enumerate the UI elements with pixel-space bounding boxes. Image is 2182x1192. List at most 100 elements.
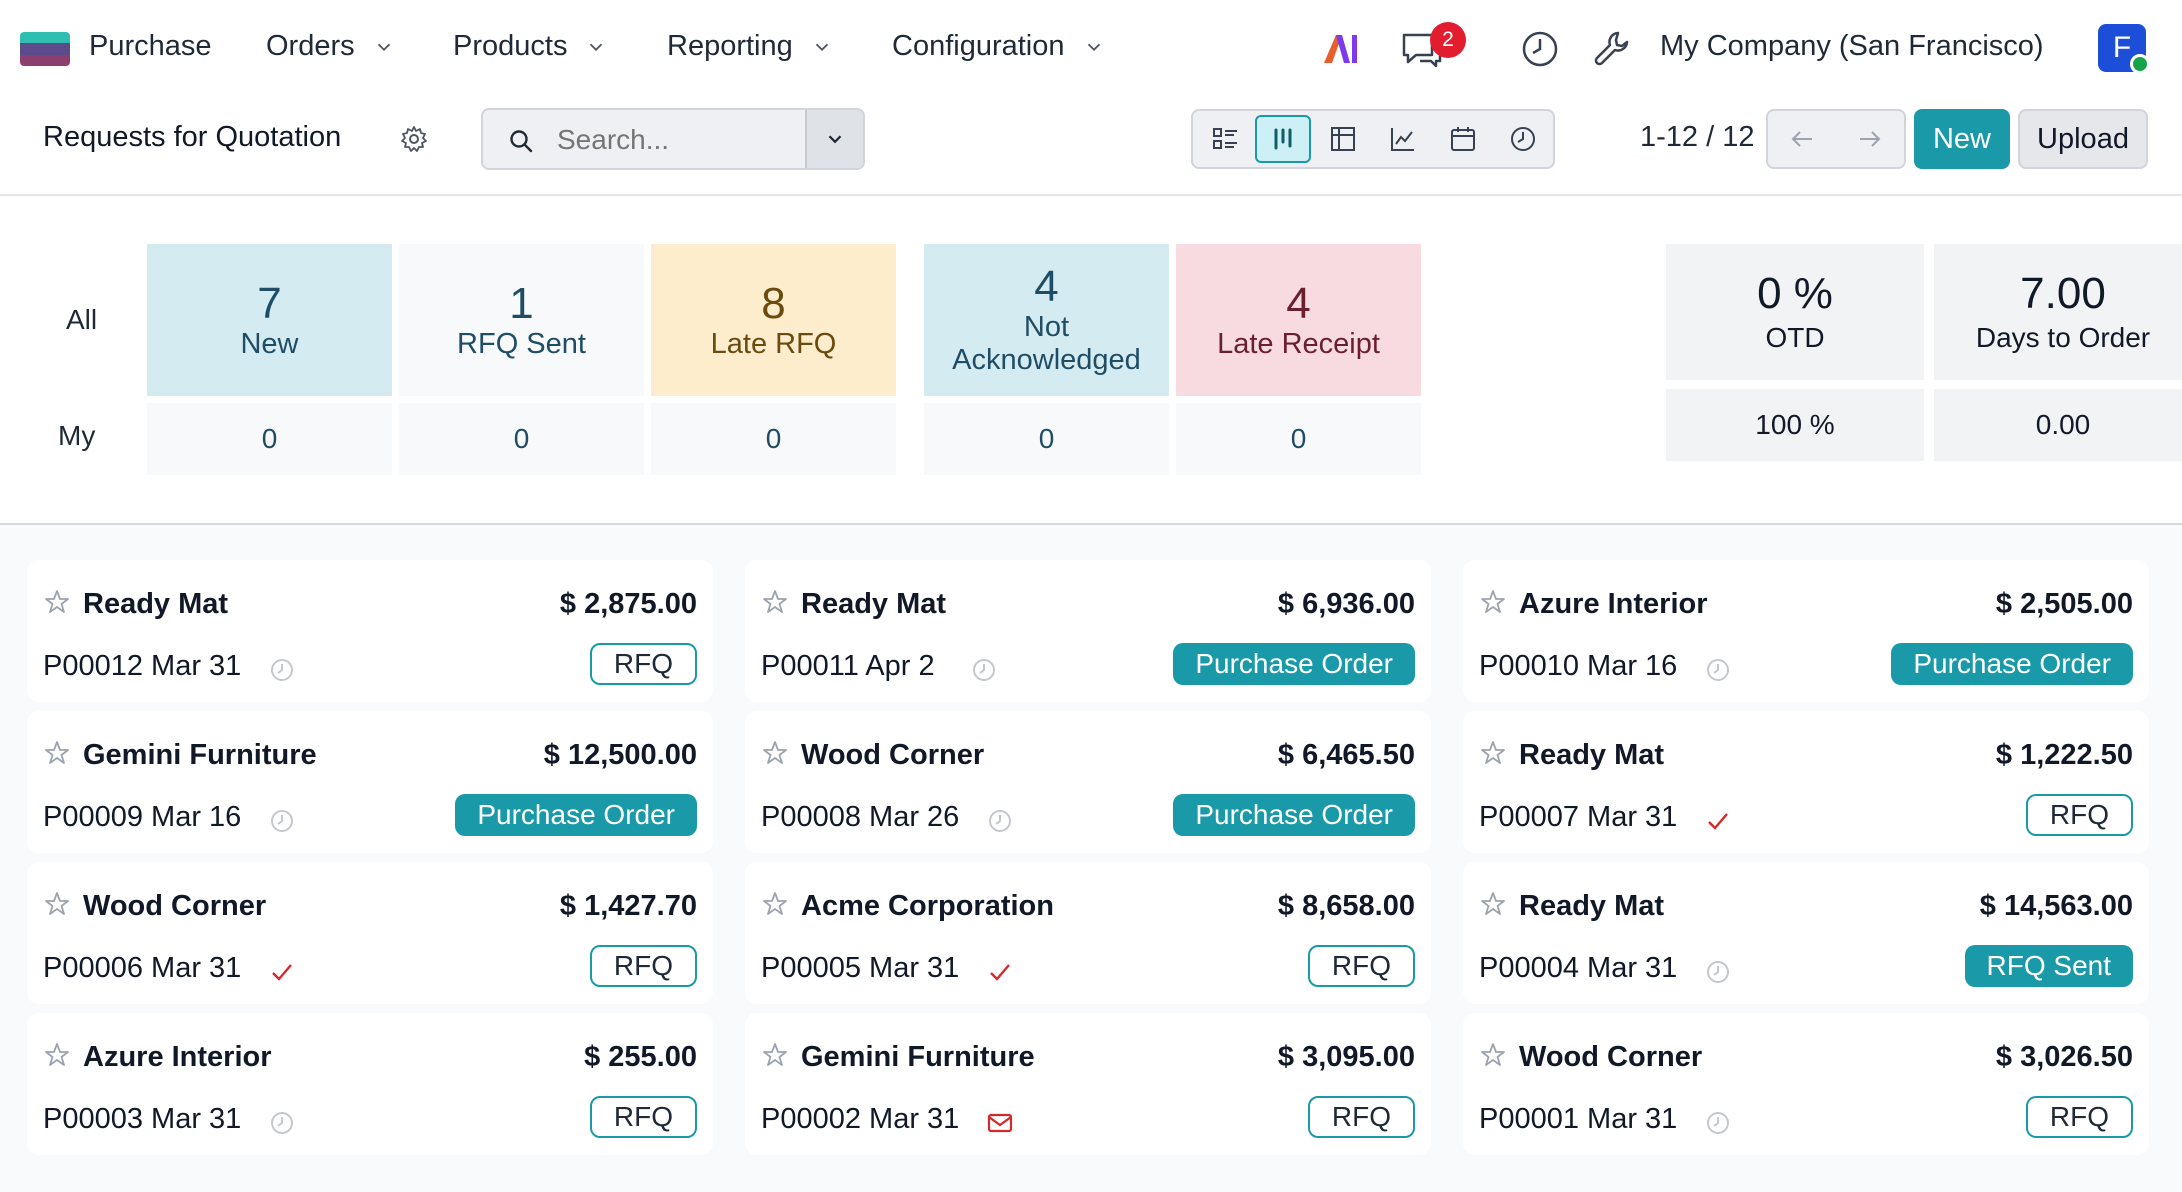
activity-clock-icon[interactable] (986, 807, 1014, 835)
pager-next-button[interactable] (1836, 111, 1904, 167)
kpi-my-otd: 100 % (1666, 389, 1924, 461)
kpi-otd-label: OTD (1765, 322, 1825, 353)
star-icon[interactable] (43, 588, 71, 616)
kanban-card[interactable]: Azure Interior $ 255.00 P00003 Mar 31 RFQ (27, 1013, 713, 1155)
tile-late-receipt[interactable]: 4 Late Receipt (1176, 244, 1421, 396)
star-icon[interactable] (761, 588, 789, 616)
card-reference-date: P00007 Mar 31 (1479, 801, 1678, 833)
star-icon[interactable] (1479, 1041, 1507, 1069)
row-label-my: My (58, 420, 96, 451)
kanban-view-icon (1274, 128, 1292, 150)
card-status-badge: RFQ (1307, 1096, 1415, 1138)
activity-clock-icon[interactable] (1704, 656, 1732, 684)
activity-clock-icon[interactable] (970, 656, 998, 684)
activity-view-button[interactable] (1495, 115, 1551, 163)
tile-rfq-sent[interactable]: 1 RFQ Sent (399, 244, 644, 396)
card-status-badge: RFQ (589, 1096, 697, 1138)
pager-navigation (1766, 109, 1906, 169)
kpi-days-to-order: 7.00 Days to Order (1934, 244, 2182, 380)
kanban-card[interactable]: Azure Interior $ 2,505.00 P00010 Mar 16 Pur… (1463, 560, 2149, 702)
star-icon[interactable] (43, 1041, 71, 1069)
activity-email-icon[interactable] (986, 1109, 1014, 1137)
card-status-badge: Purchase Order (1173, 794, 1415, 836)
list-view-button[interactable] (1197, 115, 1253, 163)
star-icon[interactable] (43, 890, 71, 918)
wrench-icon[interactable] (1588, 25, 1636, 73)
company-switcher[interactable]: My Company (San Francisco) (1660, 30, 2044, 62)
chevron-down-icon (377, 43, 390, 51)
pager-previous-button[interactable] (1768, 111, 1836, 167)
activity-clock-icon[interactable] (268, 807, 296, 835)
menu-orders[interactable]: Orders (266, 30, 395, 63)
upload-button[interactable]: Upload (2018, 109, 2148, 169)
tile-my-late-rfq[interactable]: 0 (651, 403, 896, 475)
search-input[interactable] (557, 120, 777, 160)
card-status-badge: RFQ (1307, 945, 1415, 987)
kanban-card[interactable]: Acme Corporation $ 8,658.00 P00005 Mar 31 R… (745, 862, 1431, 1004)
card-partner-name: Wood Corner (1519, 1041, 1703, 1073)
activity-clock-icon[interactable] (268, 1109, 296, 1137)
tile-my-rfq-sent[interactable]: 0 (399, 403, 644, 475)
graph-view-button[interactable] (1375, 115, 1431, 163)
tile-my-new[interactable]: 0 (147, 403, 392, 475)
activity-clock-icon[interactable] (268, 656, 296, 684)
activity-clock-icon[interactable] (1704, 1109, 1732, 1137)
kanban-card[interactable]: Gemini Furniture $ 12,500.00 P00009 Mar 16… (27, 711, 713, 853)
new-button[interactable]: New (1914, 109, 2010, 169)
menu-configuration[interactable]: Configuration (892, 30, 1105, 63)
card-partner-name: Ready Mat (1519, 890, 1665, 922)
star-icon[interactable] (1479, 890, 1507, 918)
kanban-card[interactable]: Gemini Furniture $ 3,095.00 P00002 Mar 31 R… (745, 1013, 1431, 1155)
tile-late-receipt-label: Late Receipt (1217, 327, 1380, 360)
kanban-card[interactable]: Wood Corner $ 6,465.50 P00008 Mar 26 Purcha… (745, 711, 1431, 853)
row-label-all: All (66, 304, 98, 335)
card-reference-date: P00009 Mar 16 (43, 801, 242, 833)
star-icon[interactable] (761, 890, 789, 918)
star-icon[interactable] (43, 739, 71, 767)
chevron-down-icon (1087, 43, 1100, 51)
kanban-card[interactable]: Ready Mat $ 1,222.50 P00007 Mar 31 RFQ (1463, 711, 2149, 853)
card-status-badge: Purchase Order (455, 794, 697, 836)
kpi-my-days-to-order: 0.00 (1934, 389, 2182, 461)
kpi-otd: 0 % OTD (1666, 244, 1924, 380)
star-icon[interactable] (1479, 588, 1507, 616)
activity-clock-icon[interactable] (1704, 958, 1732, 986)
kanban-card[interactable]: Ready Mat $ 14,563.00 P00004 Mar 31 RFQ Sen… (1463, 862, 2149, 1004)
activity-done-check-icon[interactable] (986, 958, 1014, 986)
kanban-card[interactable]: Ready Mat $ 2,875.00 P00012 Mar 31 RFQ (27, 560, 713, 702)
card-partner-name: Azure Interior (1519, 588, 1708, 620)
star-icon[interactable] (761, 739, 789, 767)
activity-done-check-icon[interactable] (268, 958, 296, 986)
ai-icon[interactable] (1316, 25, 1364, 73)
menu-products[interactable]: Products (453, 30, 607, 63)
tile-not-acknowledged[interactable]: 4 Not Acknowledged (924, 244, 1169, 396)
app-name[interactable]: Purchase (89, 30, 212, 63)
pager-value[interactable]: 1-12 / 12 (1640, 121, 1755, 153)
kanban-card[interactable]: Ready Mat $ 6,936.00 P00011 Apr 2 Purchase … (745, 560, 1431, 702)
kanban-card[interactable]: Wood Corner $ 1,427.70 P00006 Mar 31 RFQ (27, 862, 713, 1004)
card-status-badge: RFQ (2025, 794, 2133, 836)
star-icon[interactable] (1479, 739, 1507, 767)
card-amount: $ 2,875.00 (559, 588, 697, 620)
tile-my-not-acknowledged[interactable]: 0 (924, 403, 1169, 475)
tile-rfq-sent-label: RFQ Sent (457, 327, 586, 360)
tile-my-late-receipt[interactable]: 0 (1176, 403, 1421, 475)
control-panel: Requests for Quotation (0, 95, 2182, 196)
kanban-card[interactable]: Wood Corner $ 3,026.50 P00001 Mar 31 RFQ (1463, 1013, 2149, 1155)
gear-icon[interactable] (398, 123, 430, 155)
activity-clock-icon[interactable] (1516, 25, 1564, 73)
menu-reporting[interactable]: Reporting (667, 30, 833, 63)
search-options-toggle[interactable] (805, 110, 863, 168)
star-icon[interactable] (761, 1041, 789, 1069)
card-amount: $ 6,465.50 (1277, 739, 1415, 771)
purchase-app-icon[interactable] (20, 32, 70, 66)
card-reference-date: P00004 Mar 31 (1479, 952, 1678, 984)
tile-new[interactable]: 7 New (147, 244, 392, 396)
pivot-view-button[interactable] (1315, 115, 1371, 163)
calendar-view-button[interactable] (1435, 115, 1491, 163)
activity-done-check-icon[interactable] (1704, 807, 1732, 835)
kanban-view-button[interactable] (1255, 115, 1311, 163)
tile-late-rfq-label: Late RFQ (710, 327, 837, 360)
card-reference-date: P00005 Mar 31 (761, 952, 960, 984)
tile-late-rfq[interactable]: 8 Late RFQ (651, 244, 896, 396)
